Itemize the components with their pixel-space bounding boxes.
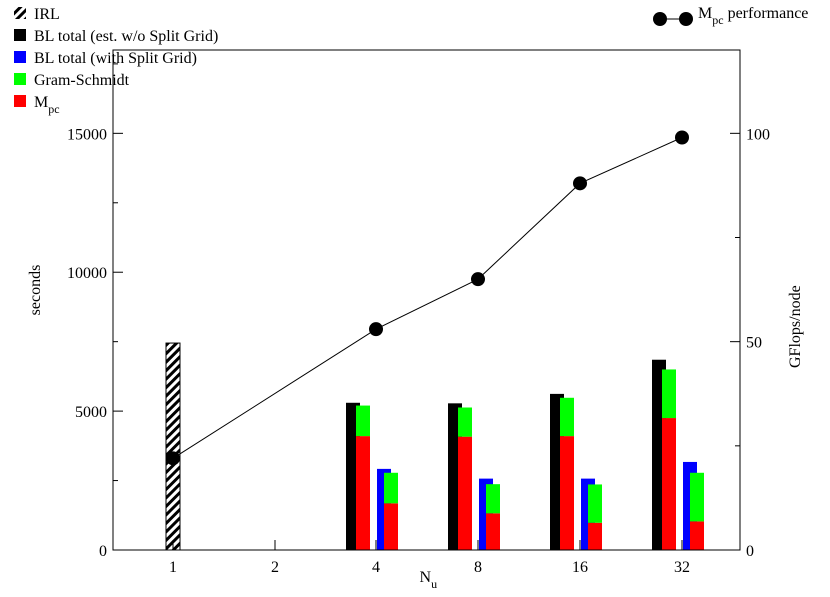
bar-gram-schmidt-with — [588, 484, 602, 523]
y2-axis-label: GFlops/node — [787, 285, 804, 368]
bar-gram-schmidt-wo — [458, 407, 472, 437]
x-tick-label: 2 — [271, 559, 279, 576]
legend-label-bl_wo: BL total (est. w/o Split Grid) — [34, 28, 218, 45]
x-tick-label: 32 — [674, 559, 690, 576]
bar-mpc-wo — [458, 436, 472, 550]
legend-swatch-mpc — [14, 95, 26, 107]
y-tick-label: 10000 — [67, 265, 107, 282]
bar-gram-schmidt-wo — [662, 369, 676, 419]
bar-gram-schmidt-wo — [560, 397, 574, 437]
y2-tick-label: 100 — [746, 126, 770, 143]
line-legend-label: Mpc performance — [698, 5, 808, 27]
y-tick-label: 5000 — [75, 404, 107, 421]
performance-line — [172, 137, 683, 459]
legend: IRL BL total (est. w/o Split Grid) BL tota… — [14, 6, 218, 116]
performance-point — [369, 322, 383, 337]
legend-swatch-bl_with — [14, 51, 26, 63]
line-legend: Mpc performance — [653, 5, 808, 27]
performance-line-group — [166, 130, 689, 466]
bar-gram-schmidt-wo — [356, 405, 370, 437]
x-tick-label: 1 — [169, 559, 177, 576]
x-axis-label: Nu — [420, 569, 438, 591]
y2-tick-label: 0 — [746, 543, 754, 560]
bar-mpc-wo — [560, 436, 574, 550]
performance-point — [573, 176, 587, 191]
bar-gram-schmidt-with — [384, 472, 398, 504]
bar-mpc-with — [384, 503, 398, 550]
legend-label-gs: Gram-Schmidt — [34, 72, 130, 89]
line-legend-marker — [679, 12, 693, 26]
legend-label-bl_with: BL total (with Split Grid) — [34, 50, 197, 67]
y-axis-label: seconds — [27, 265, 44, 316]
performance-point — [471, 272, 485, 287]
axes-group: 0 5000 10000 15000 0 50 100 1 2 4 8 16 32 Nu seconds GF… — [27, 49, 804, 591]
y2-tick-label: 50 — [746, 335, 762, 352]
bar-mpc-with — [588, 522, 602, 550]
bar-gram-schmidt-with — [690, 472, 704, 522]
bars-group — [165, 342, 704, 551]
legend-label-irl: IRL — [34, 6, 60, 23]
x-tick-label: 16 — [572, 559, 588, 576]
x-tick-label: 8 — [474, 559, 482, 576]
performance-point — [166, 451, 180, 466]
legend-label-mpc: Mpc — [34, 94, 60, 116]
plot-frame — [112, 49, 741, 551]
legend-swatch-irl — [14, 7, 26, 19]
line-legend-marker — [653, 12, 667, 26]
bar-gram-schmidt-with — [486, 484, 500, 514]
legend-swatch-bl_wo — [14, 29, 26, 41]
x-tick-label: 4 — [372, 559, 380, 576]
bar-irl — [165, 342, 181, 551]
legend-swatch-gs — [14, 73, 26, 85]
bar-mpc-with — [486, 513, 500, 550]
performance-point — [675, 130, 689, 145]
bar-mpc-wo — [356, 436, 370, 550]
y-tick-label: 0 — [99, 543, 107, 560]
bar-mpc-wo — [662, 418, 676, 550]
bar-mpc-with — [690, 521, 704, 550]
y-tick-label: 15000 — [67, 126, 107, 143]
